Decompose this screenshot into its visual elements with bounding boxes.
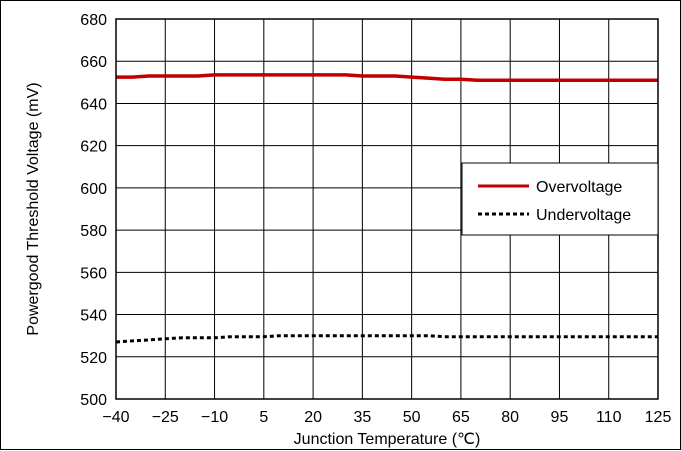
- series-lines: [115, 73, 658, 344]
- y-tick-label: 520: [80, 350, 107, 367]
- x-tick-label: 125: [645, 409, 672, 426]
- x-tick-label: −10: [201, 409, 228, 426]
- x-axis-label: Junction Temperature (℃): [294, 431, 481, 448]
- x-tick-label: 80: [501, 409, 519, 426]
- legend: Overvoltage Undervoltage: [461, 162, 659, 236]
- x-tick-label: −25: [152, 409, 179, 426]
- y-tick-label: 640: [80, 96, 107, 113]
- x-tick-label: 110: [596, 409, 622, 426]
- y-tick-label: 620: [80, 139, 107, 156]
- x-tick-label: 95: [551, 409, 569, 426]
- legend-box: [461, 162, 659, 236]
- legend-overvoltage-label: Overvoltage: [536, 179, 622, 196]
- y-tick-labels: 500 520 540 560 580 600 620 640 660 680: [80, 12, 107, 409]
- y-tick-label: 580: [80, 223, 107, 240]
- y-tick-label: 600: [80, 181, 107, 198]
- x-tick-label: 35: [353, 409, 371, 426]
- y-tick-label: 660: [80, 54, 107, 71]
- x-tick-label: 65: [452, 409, 470, 426]
- y-axis-label: Powergood Threshold Voltage (mV): [25, 82, 42, 335]
- x-tick-label: 50: [403, 409, 421, 426]
- x-tick-label: 20: [304, 409, 322, 426]
- y-tick-label: 500: [80, 392, 107, 409]
- series-line-undervoltage: [115, 334, 658, 344]
- series-line-overvoltage: [116, 73, 658, 82]
- y-tick-label: 680: [80, 12, 107, 29]
- y-tick-label: 560: [80, 265, 107, 282]
- x-tick-labels: −40 −25 −10 5 20 35 50 65 80 95 110 125: [102, 409, 671, 426]
- y-tick-label: 540: [80, 308, 107, 325]
- legend-undervoltage-label: Undervoltage: [536, 207, 631, 224]
- x-tick-label: 5: [259, 409, 268, 426]
- x-tick-label: −40: [102, 409, 129, 426]
